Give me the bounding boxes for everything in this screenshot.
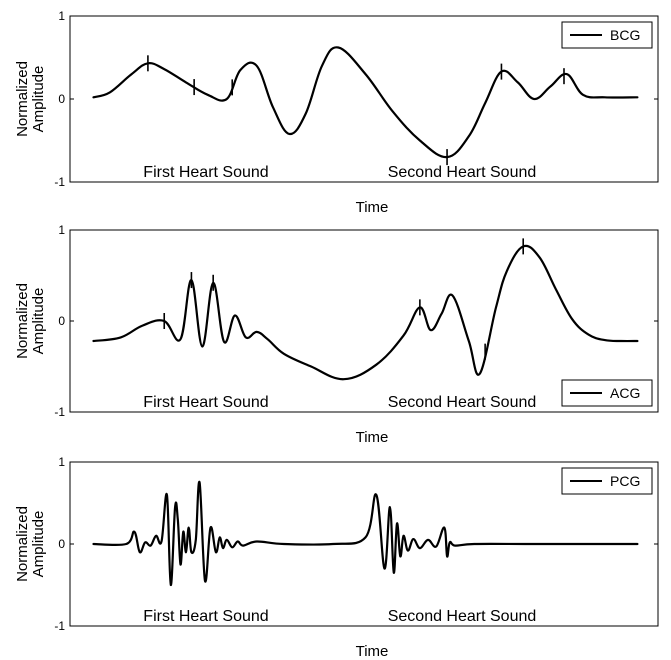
y-axis-label: Normalized: [14, 506, 31, 582]
annotation-second-heart-sound: Second Heart Sound: [388, 164, 537, 181]
y-tick-label: 1: [58, 9, 65, 23]
y-tick-label: -1: [54, 619, 65, 633]
legend: BCG: [561, 21, 653, 49]
y-axis-label: Normalized: [14, 283, 31, 359]
annotation-second-heart-sound: Second Heart Sound: [388, 394, 537, 411]
y-tick-label: -1: [54, 405, 65, 419]
legend-label: ACG: [610, 385, 640, 401]
annotation-second-heart-sound: Second Heart Sound: [388, 608, 537, 625]
annotation-first-heart-sound: First Heart Sound: [143, 164, 268, 181]
x-axis-label: Time: [356, 643, 389, 660]
annotation-first-heart-sound: First Heart Sound: [143, 608, 268, 625]
y-axis-label: Amplitude: [30, 511, 47, 578]
panel-acg: 1 0 -1 Normalized Amplitude Time First Heart S…: [14, 223, 659, 446]
legend-label: BCG: [610, 27, 640, 43]
panel-pcg: 1 0 -1 Normalized Amplitude Time First Heart S…: [14, 455, 659, 660]
series-line-bcg: [92, 46, 639, 159]
x-axis-label: Time: [356, 429, 389, 446]
y-axis-label: Amplitude: [30, 66, 47, 133]
y-axis-label: Amplitude: [30, 288, 47, 355]
panel-bcg: 1 0 -1 Normalized Amplitude Time First Heart S…: [14, 9, 659, 216]
y-tick-label: 1: [58, 223, 65, 237]
legend: PCG: [561, 467, 653, 495]
y-tick-label: -1: [54, 175, 65, 189]
x-axis-label: Time: [356, 199, 389, 216]
annotation-first-heart-sound: First Heart Sound: [143, 394, 268, 411]
series-line-acg: [92, 244, 639, 381]
y-axis-label: Normalized: [14, 61, 31, 137]
y-tick-label: 0: [58, 537, 65, 551]
y-tick-label: 0: [58, 314, 65, 328]
legend-label: PCG: [610, 473, 640, 489]
y-tick-label: 1: [58, 455, 65, 469]
legend: ACG: [561, 379, 653, 407]
y-tick-label: 0: [58, 92, 65, 106]
series-line-pcg: [92, 481, 639, 587]
